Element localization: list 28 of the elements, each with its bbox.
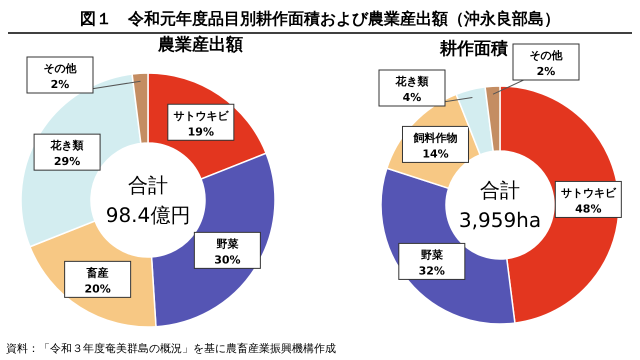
text: 3,959ha	[458, 208, 542, 232]
data-label: 2%	[50, 78, 70, 91]
slice-label: 畜産	[86, 266, 109, 280]
slice-label: サトウキビ	[560, 186, 617, 200]
slice-label: 野菜	[216, 237, 238, 250]
chart-subtitle: 農業産出額	[157, 35, 243, 55]
data-label: 20%	[84, 282, 111, 296]
slice-label: 野菜	[420, 248, 443, 262]
text: 資料：「令和３年度奄美群島の概況」を基に農畜産業振興機構作成	[6, 342, 336, 355]
slice-label: サトウキビ	[173, 109, 230, 122]
data-label: 19%	[188, 125, 214, 138]
data-label: 29%	[54, 155, 80, 168]
text: 98.4億円	[106, 203, 190, 227]
slice-label: 花き類	[394, 75, 428, 88]
data-label: 2%	[536, 65, 556, 78]
slice-label: 飼料作物	[412, 131, 458, 144]
slice-label: その他	[44, 62, 78, 75]
slice-label: 花き類	[50, 139, 84, 152]
slice-label: その他	[530, 49, 564, 62]
data-label: 14%	[422, 147, 449, 160]
text: 図１ 令和元年度品目別耕作面積および農業産出額（沖永良部島）	[80, 9, 560, 28]
data-label: 32%	[418, 264, 445, 278]
text: 合計	[128, 173, 168, 197]
text: 合計	[480, 178, 520, 202]
data-label: 48%	[575, 202, 602, 216]
data-label: 30%	[214, 253, 241, 266]
data-label: 4%	[402, 91, 422, 104]
chart-title: 耕作面積	[439, 39, 508, 59]
